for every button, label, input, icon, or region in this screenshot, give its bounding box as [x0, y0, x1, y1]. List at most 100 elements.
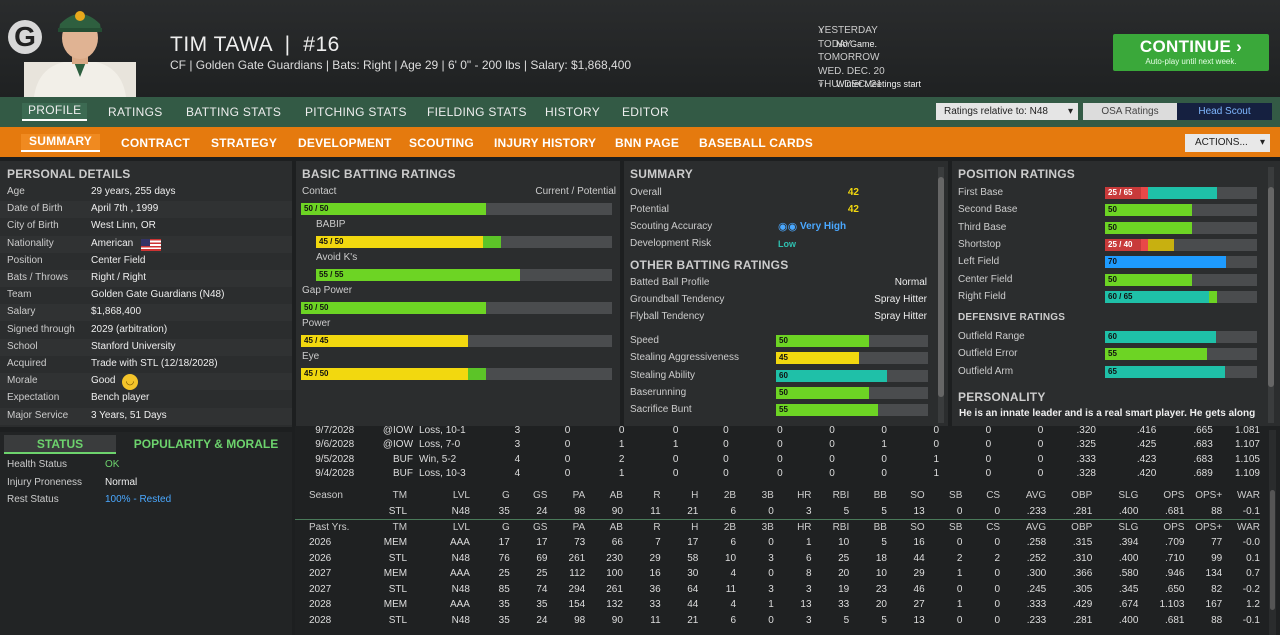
subtab-bnn-page[interactable]: BNN PAGE	[615, 136, 680, 150]
table-cell: OPS	[1163, 521, 1185, 533]
table-cell: .709	[1165, 537, 1185, 549]
summary-scrollbar[interactable]	[938, 167, 944, 423]
detail-value: Right / Right	[91, 272, 147, 283]
rating-bar: 45	[776, 352, 928, 365]
rating-bar: 50 / 50	[301, 203, 612, 215]
continue-button[interactable]: CONTINUE › Auto-play until next week.	[1113, 34, 1269, 71]
table-cell: @IOW	[382, 439, 414, 451]
table-cell: 33	[649, 599, 661, 611]
rating-value: 50	[1105, 204, 1123, 217]
current-fill	[316, 236, 483, 248]
rating-bar: 25 / 65	[1105, 187, 1257, 199]
table-cell: 3	[514, 426, 521, 436]
subtab-summary[interactable]: SUMMARY	[21, 134, 100, 152]
table-cell: 0	[829, 468, 835, 480]
subtab-strategy[interactable]: STRATEGY	[211, 136, 278, 150]
rating-bar: 50	[1105, 273, 1257, 286]
date-label: YESTERDAY	[818, 25, 878, 36]
contact-label: Contact	[302, 186, 337, 197]
table-cell: 0	[994, 568, 1001, 580]
table-cell: 5	[881, 615, 887, 627]
position-ratings-panel: POSITION RATINGS DEFENSIVE RATINGS PERSO…	[952, 161, 1280, 427]
table-cell: 9/5/2028	[315, 453, 355, 465]
chevron-up-icon[interactable]: ∧	[818, 26, 824, 35]
overall-value: 42	[847, 187, 859, 198]
player-portrait	[24, 2, 136, 97]
table-cell	[295, 503, 360, 520]
table-cell: STL	[388, 583, 408, 595]
table-cell: 0	[777, 439, 783, 451]
chevron-down-icon: ▾	[1067, 106, 1073, 117]
flag-canton	[141, 238, 150, 246]
table-cell: TM	[392, 521, 408, 533]
other-rating-label: Groundball Tendency	[630, 294, 725, 306]
table-cell: 0	[723, 426, 729, 436]
table-cell: 0	[829, 439, 835, 451]
table-cell: PA	[572, 521, 586, 533]
subtab-development[interactable]: DEVELOPMENT	[298, 136, 392, 150]
table-cell: 3	[773, 503, 812, 520]
chevron-down-icon[interactable]: ∨	[818, 80, 824, 89]
head-scout-button[interactable]: Head Scout	[1177, 103, 1272, 120]
row-stripe	[0, 338, 292, 356]
table-cell: .674	[1118, 599, 1139, 611]
table-cell: 88	[1211, 615, 1223, 627]
table-cell: 3B	[761, 490, 774, 502]
table-cell: BUF	[393, 468, 414, 480]
table-cell: .429	[1072, 599, 1093, 611]
calendar-dates: ∧ YESTERDAY TODAY No Game. TOMORROW WED. DEC.…	[818, 24, 921, 92]
tab-history[interactable]: HISTORY	[545, 105, 601, 119]
osa-ratings-button[interactable]: OSA Ratings	[1083, 103, 1177, 120]
date-label: WED. DEC. 20	[818, 65, 885, 77]
detail-key: Morale	[7, 375, 38, 387]
current-fill	[1105, 221, 1192, 234]
tab-batting-stats[interactable]: BATTING STATS	[186, 105, 282, 119]
table-cell: OBP	[1071, 490, 1093, 502]
table-cell: 0	[1037, 453, 1044, 465]
detail-key: Date of Birth	[7, 203, 63, 215]
team-logo[interactable]: G	[8, 20, 42, 54]
rating-value: 60	[776, 369, 794, 382]
subtab-baseball-cards[interactable]: BASEBALL CARDS	[699, 136, 813, 150]
table-cell: 88	[1184, 503, 1223, 520]
player-info: CF | Golden Gate Guardians | Bats: Right…	[170, 58, 632, 72]
rating-bar: 25 / 40	[1105, 238, 1257, 251]
subtab-contract[interactable]: CONTRACT	[121, 136, 190, 150]
other-rating-value: Normal	[894, 277, 927, 288]
rating-bar: 70	[1105, 256, 1257, 269]
tab-status[interactable]: STATUS	[4, 435, 116, 454]
tab-popularity-morale[interactable]: POPULARITY & MORALE	[133, 437, 279, 451]
detail-value[interactable]: Golden Gate Guardians (N48)	[91, 289, 225, 301]
detail-value: $1,868,400	[91, 306, 142, 318]
detail-value: Bench player	[91, 392, 150, 404]
table-cell: 0	[564, 426, 571, 436]
table-cell: HR	[797, 521, 812, 533]
table-cell: AB	[609, 521, 623, 533]
stats-scrollbar[interactable]	[1269, 430, 1276, 635]
tab-editor[interactable]: EDITOR	[622, 105, 669, 119]
actions-dropdown[interactable]: ACTIONS... ▾	[1185, 134, 1270, 152]
tab-fielding-stats[interactable]: FIELDING STATS	[427, 105, 527, 119]
subtab-injury-history[interactable]: INJURY HISTORY	[494, 136, 597, 150]
date-event: Winter Meetings start	[836, 79, 922, 89]
position-scrollbar[interactable]	[1268, 167, 1274, 423]
table-cell: .366	[1072, 568, 1093, 580]
table-cell: 1.109	[1234, 468, 1260, 480]
table-cell: 6	[698, 503, 737, 520]
table-cell: .423	[1136, 453, 1157, 465]
detail-value[interactable]: 2029 (arbitration)	[91, 323, 168, 335]
potential-label: Potential	[630, 204, 669, 215]
rating-value: 50	[1105, 273, 1123, 286]
tab-pitching-stats[interactable]: PITCHING STATS	[305, 105, 407, 119]
detail-key: Salary	[7, 306, 36, 318]
ratings-relative-select[interactable]: Ratings relative to: N48 ▾	[936, 103, 1078, 120]
table-cell: 4	[730, 568, 737, 580]
table-cell: 35	[498, 615, 510, 627]
date-row: TOMORROW	[818, 51, 921, 65]
table-cell: 8	[805, 568, 812, 580]
tab-profile[interactable]: PROFILE	[22, 103, 88, 121]
subtab-scouting[interactable]: SCOUTING	[409, 136, 474, 150]
tab-ratings[interactable]: RATINGS	[108, 105, 163, 119]
table-cell: 5	[843, 615, 850, 627]
table-cell: 18	[875, 552, 887, 564]
